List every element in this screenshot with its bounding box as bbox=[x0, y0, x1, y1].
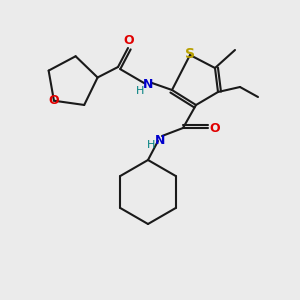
Text: S: S bbox=[185, 47, 195, 61]
Text: H: H bbox=[147, 140, 155, 150]
Text: O: O bbox=[49, 94, 59, 107]
Text: N: N bbox=[143, 79, 153, 92]
Text: H: H bbox=[136, 86, 144, 96]
Text: O: O bbox=[124, 34, 134, 47]
Text: N: N bbox=[155, 134, 165, 146]
Text: O: O bbox=[210, 122, 220, 134]
